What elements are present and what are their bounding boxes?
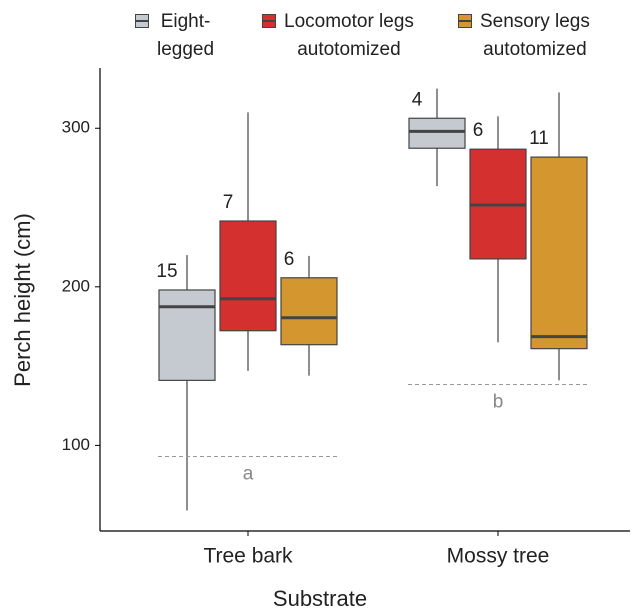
legend-item: Locomotor legs autotomized xyxy=(262,8,414,64)
legend-swatch xyxy=(458,14,472,28)
legend-label: Eight- legged xyxy=(157,11,215,60)
count-label: 6 xyxy=(284,249,295,270)
x-tick-label: Tree bark xyxy=(203,545,293,568)
legend-label: Sensory legs autotomized xyxy=(480,11,590,60)
box xyxy=(280,277,338,346)
count-label: 6 xyxy=(473,120,484,141)
group-letter: b xyxy=(493,392,504,413)
y-tick-label: 100 xyxy=(62,435,90,454)
count-label: 15 xyxy=(156,261,177,282)
box xyxy=(219,220,277,332)
x-axis-title: Substrate xyxy=(273,586,367,611)
legend-swatch xyxy=(262,14,276,28)
count-label: 4 xyxy=(412,89,423,110)
box xyxy=(530,156,588,350)
count-label: 7 xyxy=(223,192,234,213)
legend-item: Eight- legged xyxy=(135,8,214,64)
box xyxy=(408,117,466,149)
legend-label: Locomotor legs autotomized xyxy=(284,11,414,60)
legend-swatch xyxy=(135,14,149,28)
count-label: 11 xyxy=(529,128,549,149)
y-tick-label: 200 xyxy=(62,276,90,295)
group-letter: a xyxy=(243,463,254,484)
y-axis-title: Perch height (cm) xyxy=(10,213,35,387)
x-tick-label: Mossy tree xyxy=(447,545,550,568)
legend-item: Sensory legs autotomized xyxy=(458,8,590,64)
y-tick-label: 300 xyxy=(62,118,90,137)
box xyxy=(158,289,216,381)
